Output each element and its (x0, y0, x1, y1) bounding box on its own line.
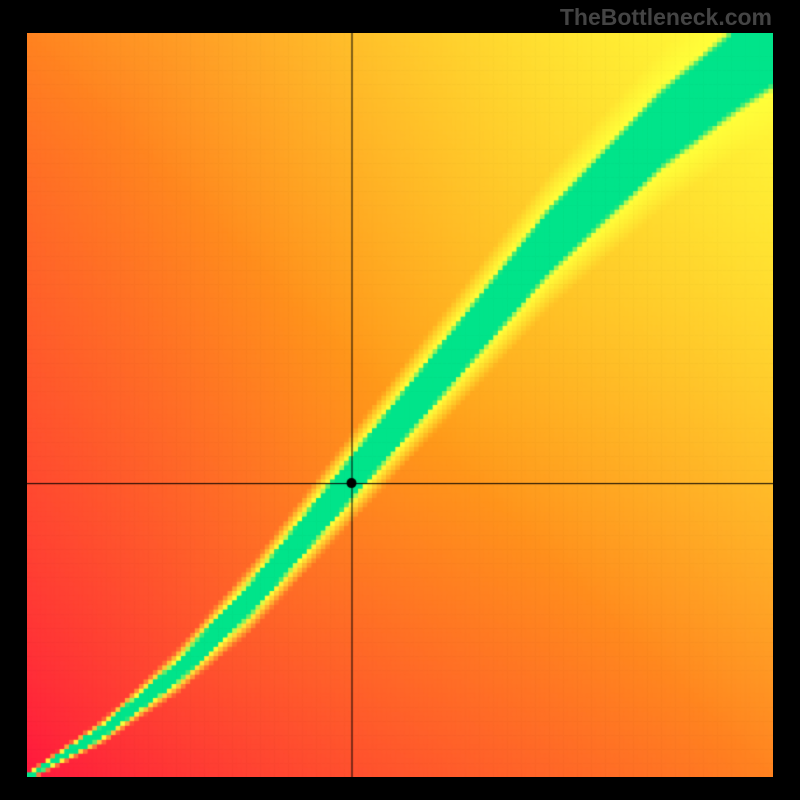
watermark-text: TheBottleneck.com (560, 4, 772, 31)
heatmap-plot (27, 33, 773, 777)
chart-frame: TheBottleneck.com (0, 0, 800, 800)
heatmap-canvas (27, 33, 773, 777)
